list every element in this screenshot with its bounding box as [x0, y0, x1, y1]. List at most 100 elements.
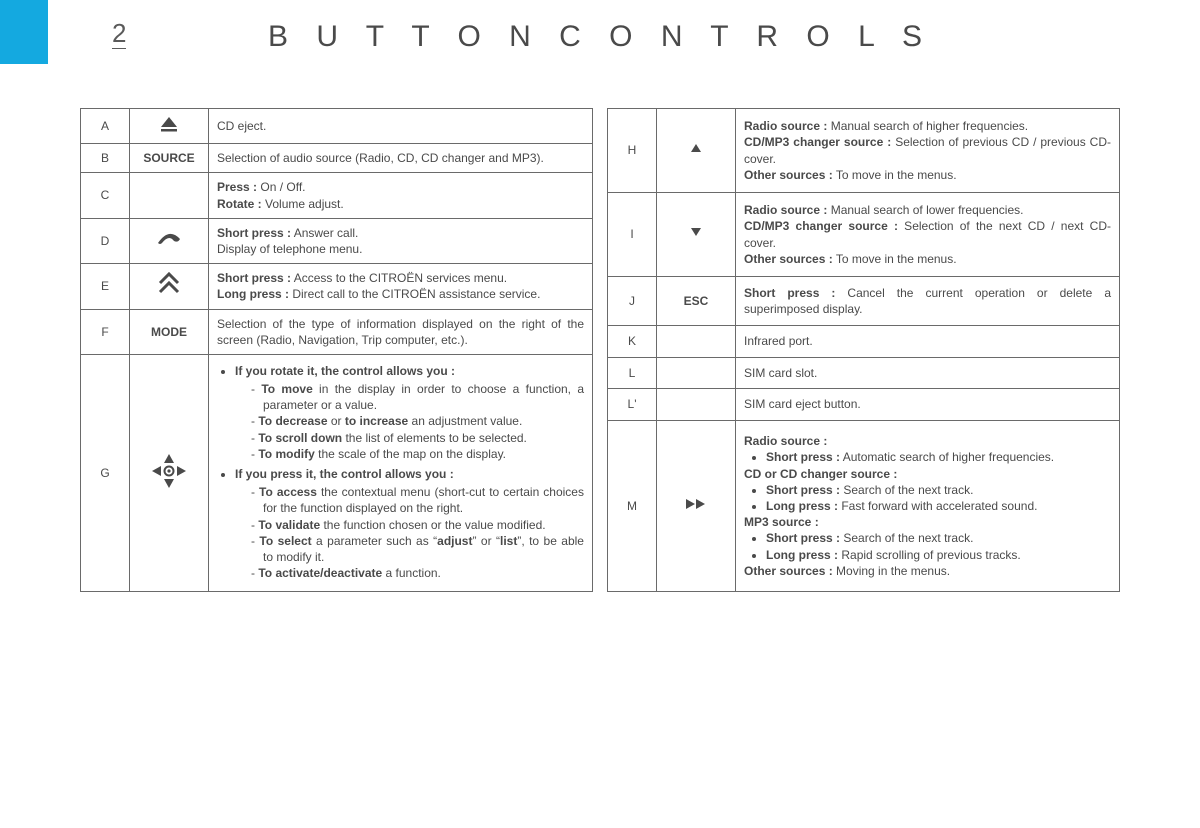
- desc-item: To select a parameter such as “adjust” o…: [263, 533, 584, 565]
- row-desc: SIM card eject button.: [736, 389, 1120, 421]
- desc-heading: CD or CD changer source :: [744, 466, 1111, 482]
- desc-item: Short press : Search of the next track.: [766, 530, 1111, 546]
- icon-label: ESC: [684, 294, 709, 308]
- table-row: F MODE Selection of the type of informatio…: [81, 309, 593, 354]
- row-icon-cell: [657, 109, 736, 193]
- desc-item: Long press : Fast forward with accelerat…: [766, 498, 1111, 514]
- desc-line: Short press : Access to the CITROËN serv…: [217, 270, 584, 286]
- row-letter: B: [81, 144, 130, 173]
- row-desc: Press : On / Off.Rotate : Volume adjust.: [209, 173, 593, 218]
- row-desc: Radio source :Short press : Automatic se…: [736, 420, 1120, 592]
- icon-label: MODE: [151, 325, 187, 339]
- row-desc: CD eject.: [209, 109, 593, 144]
- desc-line: Rotate : Volume adjust.: [217, 196, 584, 212]
- row-icon-cell: [130, 218, 209, 263]
- desc-item: To modify the scale of the map on the di…: [263, 446, 584, 462]
- row-letter: E: [81, 264, 130, 309]
- icon-label: SOURCE: [143, 151, 194, 165]
- row-letter: G: [81, 354, 130, 591]
- triangle-down-icon: [689, 227, 703, 241]
- nav-arrows-icon: [149, 480, 189, 494]
- desc-line: CD/MP3 changer source : Selection of pre…: [744, 134, 1111, 166]
- row-letter: K: [608, 326, 657, 358]
- table-row: CPress : On / Off.Rotate : Volume adjust…: [81, 173, 593, 218]
- desc-line: Other sources : To move in the menus.: [744, 167, 1111, 183]
- desc-item: To scroll down the list of elements to b…: [263, 430, 584, 446]
- table-row: E Short press : Access to the CITROËN ser…: [81, 264, 593, 309]
- row-letter: A: [81, 109, 130, 144]
- table-row: K Infrared port.: [608, 326, 1120, 358]
- row-icon-cell: [657, 420, 736, 592]
- row-icon-cell: [657, 389, 736, 421]
- desc-item: To validate the function chosen or the v…: [263, 517, 584, 533]
- desc-text: SIM card eject button.: [744, 397, 861, 411]
- row-icon-cell: [130, 109, 209, 144]
- desc-line: Radio source : Manual search of lower fr…: [744, 202, 1111, 218]
- desc-text: Selection of the type of information dis…: [217, 317, 584, 347]
- desc-group: If you press it, the control allows you …: [235, 466, 584, 581]
- page-title: B U T T O N C O N T R O L S: [0, 20, 1200, 54]
- row-icon-cell: [130, 173, 209, 218]
- left-table: A CD eject. B SOURCE Selection of audio sour…: [80, 108, 593, 592]
- desc-line: Other sources : To move in the menus.: [744, 251, 1111, 267]
- desc-line: CD/MP3 changer source : Selection of the…: [744, 218, 1111, 250]
- desc-group: If you rotate it, the control allows you…: [235, 363, 584, 462]
- desc-heading: Other sources : Moving in the menus.: [744, 563, 1111, 579]
- desc-item: Short press : Automatic search of higher…: [766, 449, 1111, 465]
- table-row: L' SIM card eject button.: [608, 389, 1120, 421]
- row-letter: L': [608, 389, 657, 421]
- row-desc: Selection of audio source (Radio, CD, CD…: [209, 144, 593, 173]
- row-desc: Radio source : Manual search of higher f…: [736, 109, 1120, 193]
- row-letter: L: [608, 357, 657, 389]
- chevrons-up-icon: [156, 286, 182, 300]
- desc-item: To activate/deactivate a function.: [263, 565, 584, 581]
- right-table: H Radio source : Manual search of higher …: [607, 108, 1120, 592]
- row-letter: H: [608, 109, 657, 193]
- table-row: B SOURCE Selection of audio source (Radio,…: [81, 144, 593, 173]
- row-icon-cell: MODE: [130, 309, 209, 354]
- row-icon-cell: ESC: [657, 277, 736, 326]
- row-desc: Short press : Answer call.Display of tel…: [209, 218, 593, 263]
- desc-line: Long press : Direct call to the CITROËN …: [217, 286, 584, 302]
- row-desc: Infrared port.: [736, 326, 1120, 358]
- table-row: I Radio source : Manual search of lower f…: [608, 193, 1120, 277]
- desc-heading: MP3 source :: [744, 514, 1111, 530]
- table-row: H Radio source : Manual search of higher …: [608, 109, 1120, 193]
- phone-icon: [156, 236, 182, 250]
- row-letter: I: [608, 193, 657, 277]
- row-desc: Radio source : Manual search of lower fr…: [736, 193, 1120, 277]
- desc-item: To decrease or to increase an adjustment…: [263, 413, 584, 429]
- desc-line: Radio source : Manual search of higher f…: [744, 118, 1111, 134]
- row-icon-cell: [657, 357, 736, 389]
- content-columns: A CD eject. B SOURCE Selection of audio sour…: [80, 108, 1120, 592]
- table-row: L SIM card slot.: [608, 357, 1120, 389]
- desc-text: Infrared port.: [744, 334, 813, 348]
- table-row: A CD eject.: [81, 109, 593, 144]
- row-letter: D: [81, 218, 130, 263]
- row-icon-cell: [657, 326, 736, 358]
- desc-line: Display of telephone menu.: [217, 241, 584, 257]
- row-icon-cell: [130, 354, 209, 591]
- desc-item: To access the contextual menu (short-cut…: [263, 484, 584, 516]
- desc-line: Short press : Cancel the current operati…: [744, 285, 1111, 317]
- triangle-up-icon: [689, 143, 703, 157]
- table-row: D Short press : Answer call.Display of te…: [81, 218, 593, 263]
- desc-text: CD eject.: [217, 119, 266, 133]
- desc-line: Short press : Answer call.: [217, 225, 584, 241]
- row-icon-cell: [130, 264, 209, 309]
- row-desc: Short press : Cancel the current operati…: [736, 277, 1120, 326]
- row-icon-cell: SOURCE: [130, 144, 209, 173]
- row-letter: M: [608, 420, 657, 592]
- table-row: M Radio source :Short press : Automatic s…: [608, 420, 1120, 592]
- desc-text: SIM card slot.: [744, 366, 817, 380]
- fast-forward-icon: [684, 500, 708, 514]
- row-letter: F: [81, 309, 130, 354]
- desc-item: To move in the display in order to choos…: [263, 381, 584, 413]
- table-row: G If you rotate it, the control allows yo…: [81, 354, 593, 591]
- row-desc: If you rotate it, the control allows you…: [209, 354, 593, 591]
- desc-line: Press : On / Off.: [217, 179, 584, 195]
- desc-text: Selection of audio source (Radio, CD, CD…: [217, 151, 544, 165]
- row-desc: SIM card slot.: [736, 357, 1120, 389]
- row-desc: Selection of the type of information dis…: [209, 309, 593, 354]
- row-icon-cell: [657, 193, 736, 277]
